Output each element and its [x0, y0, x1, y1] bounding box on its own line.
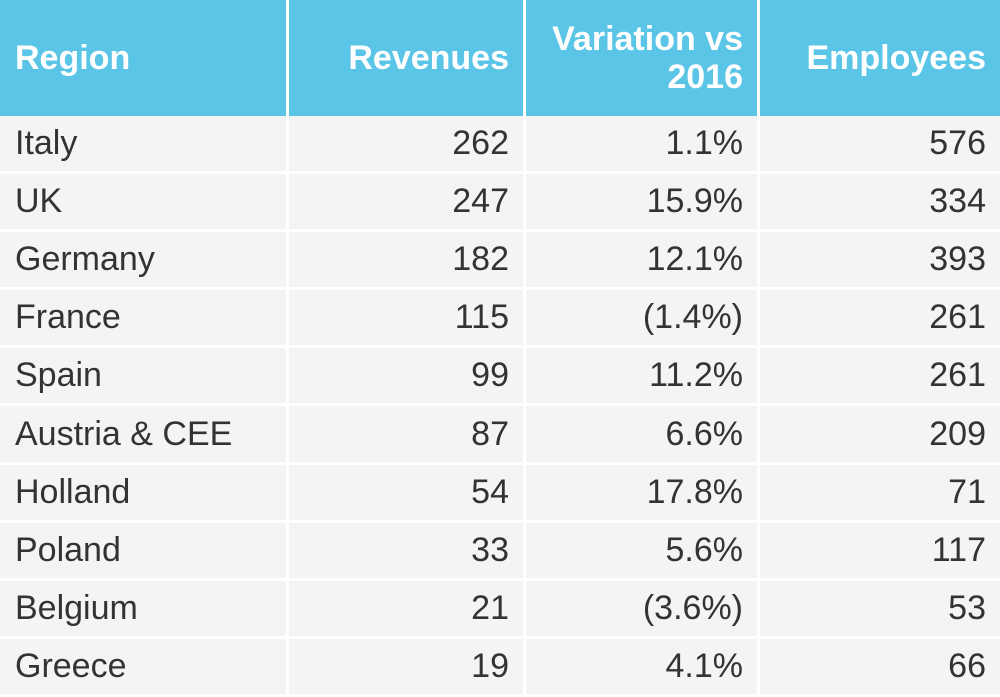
- table-cell-variation: 1.1%: [526, 116, 760, 175]
- table-cell-employees: 261: [760, 348, 1000, 407]
- table-cell-region: Poland: [0, 522, 289, 581]
- table-cell-region: Austria & CEE: [0, 406, 289, 465]
- table-cell-region: Italy: [0, 116, 289, 175]
- table-cell-variation: 15.9%: [526, 174, 760, 233]
- table-cell-revenues: 247: [289, 174, 526, 233]
- table-cell-revenues: 99: [289, 348, 526, 407]
- table-cell-variation: 12.1%: [526, 232, 760, 291]
- table-cell-employees: 71: [760, 464, 1000, 523]
- table-cell-region: UK: [0, 174, 289, 233]
- table-cell-variation: 6.6%: [526, 406, 760, 465]
- table-cell-revenues: 87: [289, 406, 526, 465]
- table-cell-variation: (3.6%): [526, 580, 760, 639]
- table-cell-region: Spain: [0, 348, 289, 407]
- column-header-variation: Variation vs 2016: [526, 0, 760, 116]
- table-cell-employees: 209: [760, 406, 1000, 465]
- table-cell-region: Greece: [0, 638, 289, 697]
- table-cell-region: France: [0, 290, 289, 349]
- table-cell-revenues: 19: [289, 638, 526, 697]
- table-cell-employees: 393: [760, 232, 1000, 291]
- column-header-revenues: Revenues: [289, 0, 526, 116]
- column-header-region: Region: [0, 0, 289, 116]
- table-cell-revenues: 21: [289, 580, 526, 639]
- table-cell-variation: 4.1%: [526, 638, 760, 697]
- table-cell-employees: 117: [760, 522, 1000, 581]
- table-cell-variation: 17.8%: [526, 464, 760, 523]
- column-header-employees: Employees: [760, 0, 1000, 116]
- table-cell-variation: (1.4%): [526, 290, 760, 349]
- table-cell-employees: 576: [760, 116, 1000, 175]
- table-cell-region: Belgium: [0, 580, 289, 639]
- table-cell-employees: 334: [760, 174, 1000, 233]
- table-cell-revenues: 182: [289, 232, 526, 291]
- table-cell-revenues: 33: [289, 522, 526, 581]
- table-cell-variation: 11.2%: [526, 348, 760, 407]
- table-cell-region: Germany: [0, 232, 289, 291]
- table-cell-employees: 261: [760, 290, 1000, 349]
- table-cell-revenues: 115: [289, 290, 526, 349]
- table-cell-region: Holland: [0, 464, 289, 523]
- table-cell-revenues: 262: [289, 116, 526, 175]
- table-cell-revenues: 54: [289, 464, 526, 523]
- table-cell-employees: 66: [760, 638, 1000, 697]
- table-cell-variation: 5.6%: [526, 522, 760, 581]
- table-cell-employees: 53: [760, 580, 1000, 639]
